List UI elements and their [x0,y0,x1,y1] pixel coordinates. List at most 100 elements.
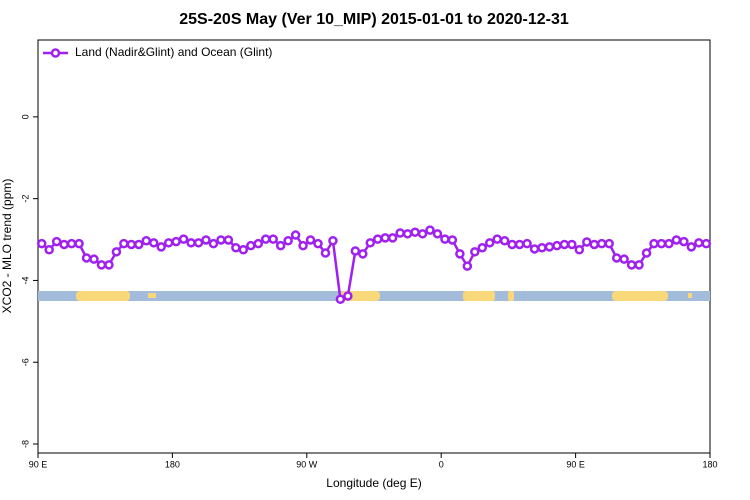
data-point [522,238,532,249]
data-point [507,239,517,250]
data-point [193,238,204,248]
data-point [119,238,129,249]
data-point [126,239,137,250]
data-point [223,235,234,245]
x-tick-label: 180 [702,459,717,469]
data-point [619,254,629,264]
data-point [178,234,189,244]
data-point [372,234,383,244]
legend-label: Land (Nadir&Glint) and Ocean (Glint) [75,45,272,59]
data-point [358,249,368,259]
data-point [686,242,697,252]
x-tick-label: 90 E [566,459,585,469]
y-axis-label: XCO2 - MLO trend (ppm) [0,179,14,314]
data-point [171,236,181,247]
y-tick-label: -6 [20,358,30,366]
data-point [335,294,346,304]
data-point [216,235,226,245]
data-point [559,239,570,250]
data-point [253,238,264,249]
data-point [290,230,301,240]
data-point [701,238,712,249]
data-point [238,245,249,255]
data-point [589,239,600,250]
data-point [111,247,122,257]
data-point [89,254,99,264]
data-point [649,238,659,249]
data-point [574,245,585,255]
data-point [671,235,682,245]
data-point [148,238,159,248]
data-point [365,238,376,248]
data-point [260,234,271,244]
data-point [208,238,219,249]
data-point [552,240,562,251]
data-point [455,249,465,259]
data-point [432,229,443,239]
data-point [477,242,488,253]
x-tick-label: 90 W [296,459,318,469]
data-point [537,242,547,253]
data-point [36,238,47,249]
data-point [582,237,592,247]
data-point [544,242,555,252]
y-tick-label: -4 [20,276,30,284]
data-point [499,236,510,246]
data-point [492,234,502,244]
data-point [470,247,480,257]
data-point [387,233,398,243]
data-point [246,240,256,251]
data-point [343,291,353,301]
legend-marker [50,48,61,58]
data-point [275,240,286,251]
data-point [694,238,704,248]
data-point [634,260,644,270]
data-point [641,248,652,258]
x-tick-label: 180 [165,459,180,469]
data-point [462,261,473,271]
data-point [268,234,278,244]
data-point [350,246,361,256]
y-tick-label: -8 [20,440,30,448]
data-point [141,236,152,246]
x-tick-label: 0 [439,459,444,469]
data-point [664,238,674,249]
data-point [380,233,390,243]
data-point [186,238,196,248]
land-ocean-strip [38,291,710,301]
data-point [305,235,316,245]
data-point [395,228,405,238]
data-point [425,225,435,235]
data-point [440,234,450,244]
data-point [611,253,622,263]
data-point [447,235,458,245]
data-point [156,242,166,252]
data-point [596,238,607,249]
data-point [104,260,114,270]
chart-title: 25S-20S May (Ver 10_MIP) 2015-01-01 to 2… [179,11,569,28]
data-point [66,238,77,249]
data-point [402,229,413,239]
data-point [59,239,69,250]
data-point [44,245,54,255]
data-point [514,239,525,250]
data-point [679,236,689,247]
data-point [410,227,420,237]
data-point [81,253,92,263]
data-point [283,236,293,246]
data-point [298,240,308,251]
data-point [567,239,577,250]
data-point [604,238,614,249]
data-point [320,248,331,258]
data-point [626,260,637,270]
data-point [231,242,241,253]
data-point [74,238,84,249]
y-tick-label: -2 [20,195,30,203]
y-tick-label: 0 [20,114,30,119]
data-point [656,238,667,249]
data-point [163,238,174,248]
data-point [417,229,428,239]
data-point [484,238,495,248]
data-point [201,235,211,245]
